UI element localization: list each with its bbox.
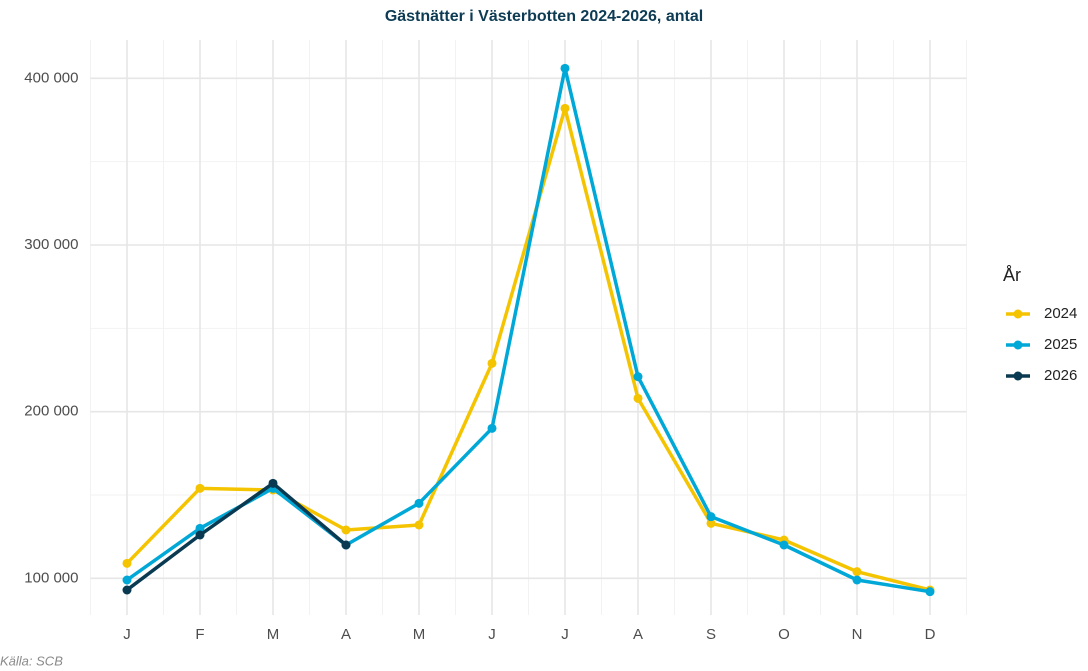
y-tick-label: 100 000 [24, 569, 78, 586]
series-line [125, 481, 348, 592]
data-point [195, 523, 205, 533]
x-tick-label: S [706, 626, 716, 643]
y-tick-label: 400 000 [24, 69, 78, 86]
data-point [706, 512, 716, 522]
data-point [414, 520, 424, 530]
data-point [195, 483, 205, 493]
series-line [125, 106, 931, 592]
data-point [706, 518, 716, 528]
data-point [195, 530, 205, 540]
legend-swatch-point [1013, 309, 1023, 319]
data-point [122, 585, 132, 595]
legend-title: År [1003, 265, 1021, 285]
data-point [487, 358, 497, 368]
x-tick-label: N [852, 626, 863, 643]
data-point [852, 567, 862, 577]
data-point [633, 393, 643, 403]
x-tick-label: M [413, 626, 426, 643]
data-point [925, 587, 935, 597]
data-point [414, 498, 424, 508]
data-point [779, 540, 789, 550]
data-point [341, 540, 351, 550]
x-tick-label: J [123, 626, 131, 643]
x-tick-label: F [195, 626, 204, 643]
data-point [341, 525, 351, 535]
data-point [122, 575, 132, 585]
data-point [122, 558, 132, 568]
data-point [633, 372, 643, 382]
data-point [560, 63, 570, 73]
series-line [125, 66, 931, 594]
x-tick-label: J [488, 626, 496, 643]
data-point [268, 478, 278, 488]
x-tick-label: J [561, 626, 569, 643]
legend-label: 2026 [1044, 367, 1077, 384]
grid [90, 40, 967, 615]
legend-swatch-point [1013, 340, 1023, 350]
x-tick-label: A [633, 626, 643, 643]
y-tick-label: 200 000 [24, 403, 78, 420]
legend-swatch-point [1013, 371, 1023, 381]
data-point [852, 575, 862, 585]
x-tick-label: A [341, 626, 351, 643]
y-tick-label: 300 000 [24, 236, 78, 253]
legend-label: 2024 [1044, 305, 1077, 322]
caption: Källa: SCB [0, 653, 63, 668]
legend-label: 2025 [1044, 336, 1077, 353]
x-tick-label: O [778, 626, 790, 643]
data-point [560, 103, 570, 113]
x-tick-label: M [267, 626, 280, 643]
chart-title: Gästnätter i Västerbotten 2024-2026, ant… [385, 8, 703, 25]
x-tick-label: D [925, 626, 936, 643]
data-point [487, 423, 497, 433]
